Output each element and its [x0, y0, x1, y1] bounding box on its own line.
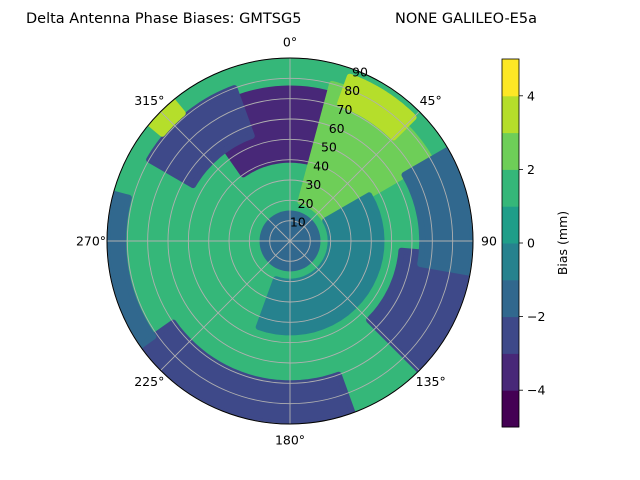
colorbar-segment-8 — [502, 95, 519, 134]
colorbar-segment-1 — [502, 353, 519, 391]
colorbar: −4 −2 0 2 4 — [501, 58, 545, 428]
colorbar-tick-label-1: −2 — [527, 309, 545, 324]
theta-tick-label-270: 270° — [76, 234, 106, 249]
colorbar-segment-0 — [502, 390, 519, 428]
polar-grid — [106, 57, 474, 425]
theta-tick-label-0: 0° — [283, 35, 297, 50]
colorbar-segment-6 — [502, 169, 519, 207]
theta-tick-label-180: 180° — [275, 433, 305, 448]
radial-tick-label-90: 90 — [352, 64, 368, 79]
theta-grid-line-315 — [160, 111, 291, 242]
radial-tick-label-60: 60 — [329, 121, 345, 136]
colorbar-tick-label-4: 4 — [527, 88, 535, 103]
theta-grid-line-135 — [289, 240, 420, 371]
radial-tick-label-80: 80 — [344, 83, 360, 98]
colorbar-segment-7 — [502, 132, 519, 170]
colorbar-tick-label-0: −4 — [527, 383, 545, 398]
theta-tick-label-225: 225° — [134, 374, 164, 389]
theta-tick-label-90: 90 — [481, 234, 497, 249]
colorbar-segment-3 — [502, 279, 519, 318]
theta-grid-line-225 — [160, 240, 291, 371]
colorbar-tick-label-2: 0 — [527, 236, 535, 251]
colorbar-segment-4 — [502, 243, 519, 281]
radial-tick-label-10: 10 — [290, 215, 306, 230]
chart-title-left: Delta Antenna Phase Biases: GMTSG5 — [26, 11, 301, 27]
theta-tick-label-45: 45° — [420, 93, 442, 108]
chart-title-right: NONE GALILEO-E5a — [395, 11, 537, 27]
colorbar-segment-9 — [502, 59, 519, 97]
radial-tick-label-40: 40 — [313, 158, 329, 173]
colorbar-label: Bias (mm) — [555, 211, 570, 275]
colorbar-segment-2 — [502, 316, 519, 354]
radial-tick-labels: 10 20 30 40 50 60 70 80 90 — [290, 64, 368, 229]
radial-tick-label-20: 20 — [298, 196, 314, 211]
theta-tick-label-135: 135° — [416, 374, 446, 389]
theta-tick-labels: 0° 45° 90 135° 180° 225° 270° 315° — [76, 35, 497, 448]
theta-tick-label-315: 315° — [134, 93, 164, 108]
colorbar-tick-label-3: 2 — [527, 162, 535, 177]
theta-grid-line-45 — [289, 111, 420, 242]
colorbar-segment-5 — [502, 206, 519, 244]
polar-outline — [106, 57, 474, 425]
radial-tick-label-70: 70 — [337, 102, 353, 117]
radial-tick-label-50: 50 — [321, 140, 337, 155]
radial-tick-label-30: 30 — [305, 177, 321, 192]
